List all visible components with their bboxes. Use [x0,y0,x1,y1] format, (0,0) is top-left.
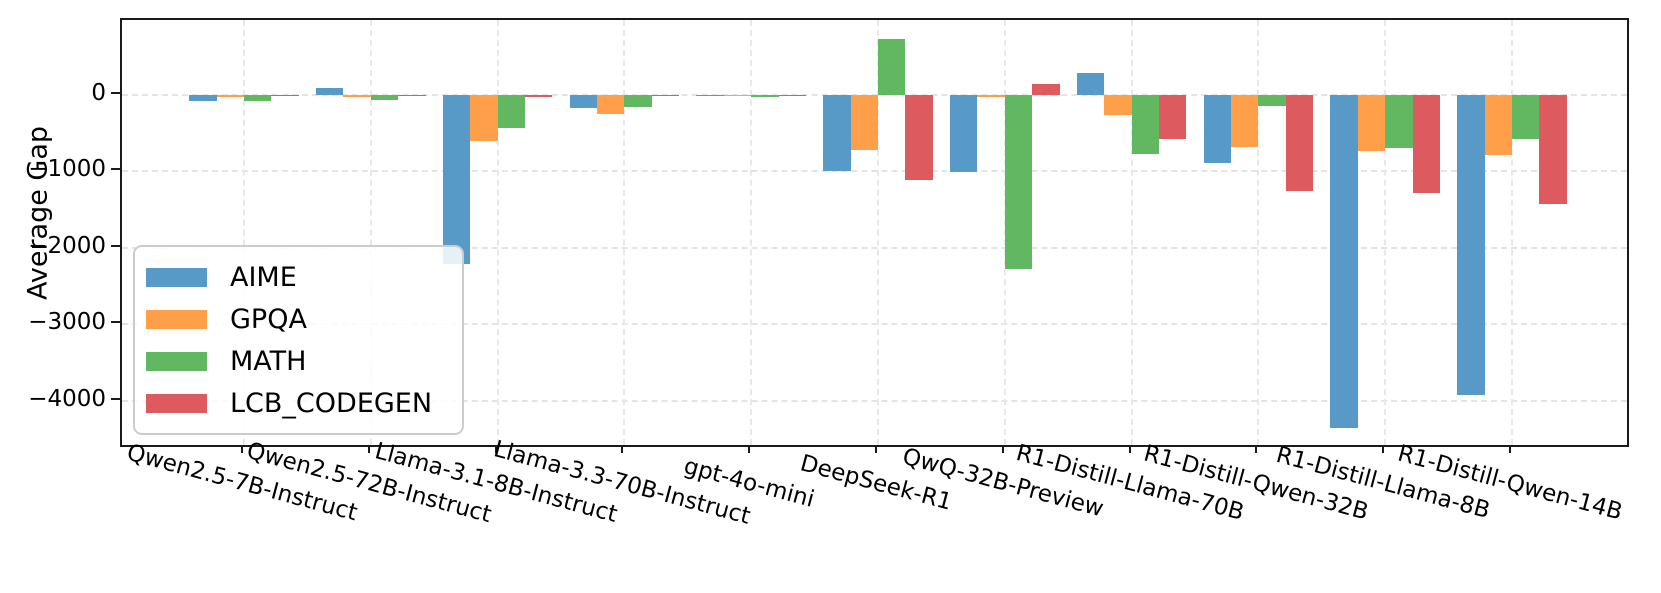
bar-lcb_codegen-qwq-32b-preview [1032,83,1060,95]
bar-aime-llama-3.1-8b-instruct [442,94,471,265]
y-tick-label: −3000 [28,309,106,336]
legend-item-aime: AIME [146,256,432,298]
bar-lcb_codegen-llama-3.1-8b-instruct [525,94,553,97]
x-gridline [1257,20,1260,445]
legend-item-gpqa: GPQA [146,298,432,340]
x-gridline [369,20,372,445]
bar-math-qwq-32b-preview [1004,94,1033,270]
bar-gpqa-llama-3.1-8b-instruct [470,94,498,141]
y-gridline [122,399,1627,402]
bar-gpqa-qwq-32b-preview [977,94,1005,98]
bar-lcb_codegen-qwen2.5-7b-instruct [271,94,299,97]
legend-item-lcb_codegen: LCB_CODEGEN [146,382,432,424]
bar-lcb_codegen-r1-distill-qwen-32b [1285,94,1314,192]
y-gridline [122,323,1627,326]
x-gridline [1511,20,1513,445]
bar-aime-qwen2.5-72b-instruct [316,88,344,95]
y-tick-label: −1000 [28,156,106,183]
legend-label-math: MATH [230,345,307,377]
bar-gpqa-r1-distill-qwen-14b [1484,94,1512,156]
bar-aime-qwq-32b-preview [950,94,978,172]
bar-math-llama-3.3-70b-instruct [624,94,652,107]
bar-math-r1-distill-qwen-32b [1258,94,1286,107]
legend-label-aime: AIME [230,261,297,293]
x-gridline [496,20,499,445]
x-tick-mark [241,445,243,453]
bar-aime-gpt-4o-mini [696,94,724,97]
bar-gpqa-qwen2.5-72b-instruct [343,94,371,98]
bar-gpqa-llama-3.3-70b-instruct [597,94,625,114]
x-tick-mark [748,445,751,453]
legend-swatch-lcb_codegen [146,393,207,413]
bar-math-r1-distill-llama-70b [1131,94,1159,155]
y-tick-label: 0 [91,79,106,106]
bar-aime-qwen2.5-7b-instruct [189,94,217,102]
y-gridline [122,246,1627,249]
bar-math-qwen2.5-72b-instruct [370,94,399,100]
legend-label-lcb_codegen: LCB_CODEGEN [230,387,433,419]
y-tick-label: −4000 [28,385,106,412]
bar-lcb_codegen-r1-distill-llama-70b [1159,94,1187,139]
bar-aime-r1-distill-llama-70b [1076,73,1105,95]
bar-aime-r1-distill-llama-8b [1330,94,1358,429]
x-tick-mark [1255,445,1258,453]
x-tick-mark [494,445,497,453]
x-tick-mark [1001,445,1004,453]
bar-aime-llama-3.3-70b-instruct [569,94,597,108]
bar-math-deepseek-r1 [878,38,906,95]
bar-aime-r1-distill-qwen-32b [1203,94,1231,163]
x-tick-mark [621,445,624,453]
y-tick-mark [111,397,120,400]
y-tick-label: −2000 [28,232,106,259]
bar-math-qwen2.5-7b-instruct [244,94,272,102]
legend-swatch-aime [146,267,207,287]
bar-lcb_codegen-llama-3.3-70b-instruct [651,94,680,97]
x-gridline [750,20,753,445]
bar-math-r1-distill-qwen-14b [1512,94,1540,140]
bar-gpqa-qwen2.5-7b-instruct [216,94,244,97]
x-gridline [877,20,879,445]
bar-aime-r1-distill-qwen-14b [1457,94,1485,396]
x-tick-mark [875,445,877,453]
x-tick-mark [1382,445,1385,453]
bar-lcb_codegen-qwen2.5-72b-instruct [398,94,426,97]
bar-gpqa-r1-distill-qwen-32b [1231,94,1259,147]
bar-gpqa-gpt-4o-mini [723,94,752,97]
y-tick-mark [111,168,120,171]
y-tick-mark [111,321,120,324]
bar-math-gpt-4o-mini [751,94,779,98]
y-tick-mark [111,91,120,94]
bar-lcb_codegen-deepseek-r1 [905,94,933,180]
x-gridline [623,20,626,445]
bar-math-r1-distill-llama-8b [1385,94,1413,149]
y-axis-title: Average Gap [22,125,54,301]
legend-label-gpqa: GPQA [230,303,307,335]
legend-item-math: MATH [146,340,432,382]
legend: AIME GPQA MATH LCB_CODEGEN [133,245,465,435]
bar-aime-deepseek-r1 [823,94,851,172]
x-gridline [1384,20,1387,445]
bar-lcb_codegen-gpt-4o-mini [778,94,806,97]
bar-lcb_codegen-r1-distill-qwen-14b [1539,94,1567,204]
bar-gpqa-r1-distill-llama-8b [1357,94,1386,152]
y-gridline [122,170,1627,173]
bar-lcb_codegen-r1-distill-llama-8b [1412,94,1440,193]
legend-swatch-gpqa [146,309,207,329]
x-tick-mark [367,445,370,453]
y-tick-mark [111,244,120,247]
legend-swatch-math [146,351,207,371]
x-gridline [1130,20,1133,445]
x-tick-mark [1509,445,1511,453]
bar-gpqa-r1-distill-llama-70b [1104,94,1132,116]
x-tick-mark [1128,445,1131,453]
x-gridline [243,20,245,445]
bar-math-llama-3.1-8b-instruct [497,94,525,129]
bar-gpqa-deepseek-r1 [850,94,878,151]
